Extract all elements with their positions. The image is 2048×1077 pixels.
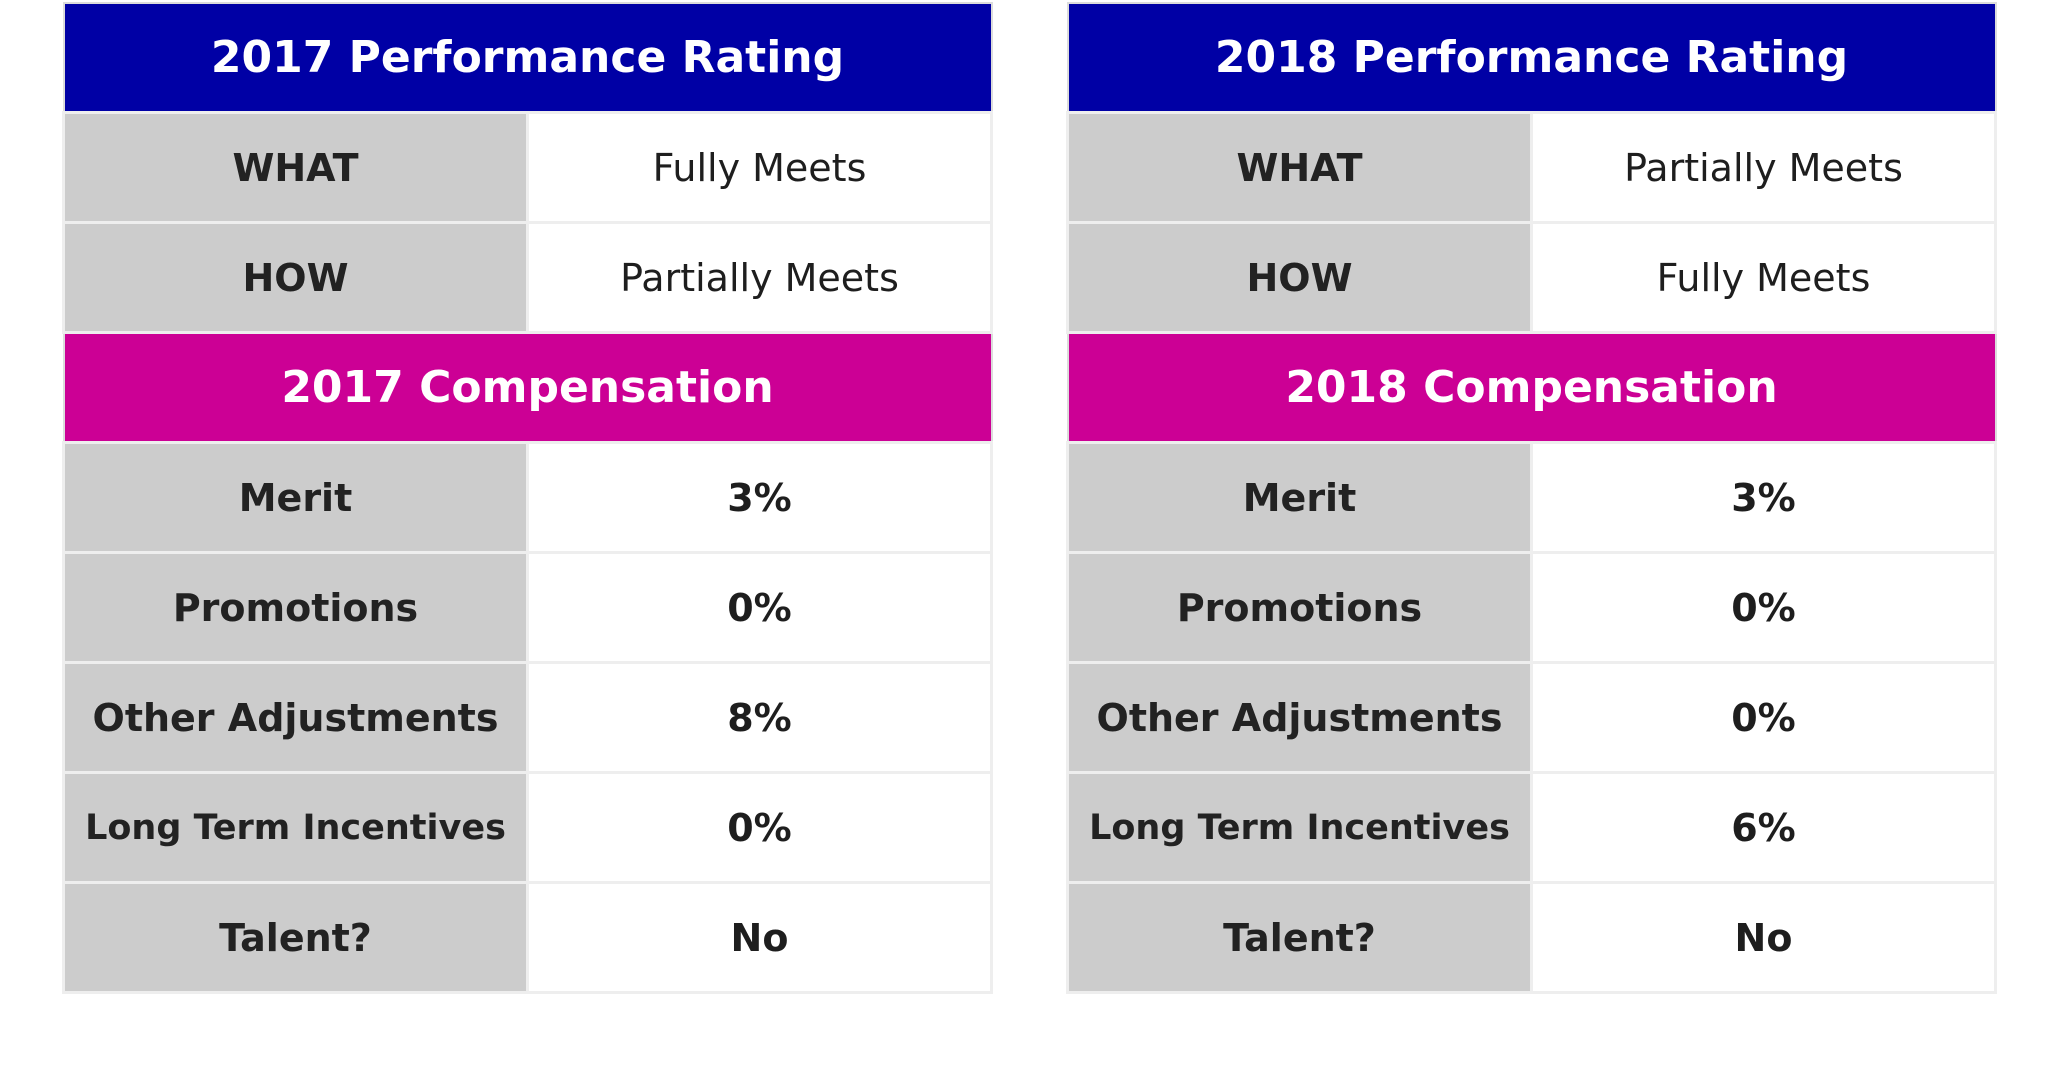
long-term-incentives-label: Long Term Incentives (1066, 771, 1533, 884)
rating-header-row: 2017 Performance Rating (63, 3, 992, 113)
what-value: Partially Meets (1530, 111, 1997, 224)
table-row: Merit 3% (62, 441, 993, 554)
table-row: Talent? No (62, 881, 993, 994)
panel-2017: 2017 Performance Rating WHAT Fully Meets… (62, 2, 993, 994)
merit-label: Merit (62, 441, 529, 554)
what-row: WHAT Partially Meets (1066, 111, 1997, 224)
merit-label: Merit (1066, 441, 1533, 554)
long-term-incentives-value: 0% (526, 771, 993, 884)
what-row: WHAT Fully Meets (62, 111, 993, 224)
promotions-label: Promotions (62, 551, 529, 664)
table-row: Promotions 0% (1066, 551, 1997, 664)
promotions-label: Promotions (1066, 551, 1533, 664)
talent-value: No (1530, 881, 1997, 994)
talent-label: Talent? (1066, 881, 1533, 994)
long-term-incentives-value: 6% (1530, 771, 1997, 884)
how-row: HOW Partially Meets (62, 221, 993, 334)
how-label: HOW (62, 221, 529, 334)
long-term-incentives-label: Long Term Incentives (62, 771, 529, 884)
compensation-title: 2018 Compensation (1067, 332, 1996, 443)
what-label: WHAT (62, 111, 529, 224)
other-adjustments-label: Other Adjustments (1066, 661, 1533, 774)
rating-title: 2018 Performance Rating (1067, 3, 1996, 113)
talent-label: Talent? (62, 881, 529, 994)
compensation-header-row: 2018 Compensation (1067, 332, 1996, 443)
compensation-header-row: 2017 Compensation (63, 332, 992, 443)
how-value: Fully Meets (1530, 221, 1997, 334)
other-adjustments-value: 8% (526, 661, 993, 774)
merit-value: 3% (1530, 441, 1997, 554)
table-row: Long Term Incentives 6% (1066, 771, 1997, 884)
table-row: Promotions 0% (62, 551, 993, 664)
table-row: Long Term Incentives 0% (62, 771, 993, 884)
table-row: Talent? No (1066, 881, 1997, 994)
how-label: HOW (1066, 221, 1533, 334)
talent-value: No (526, 881, 993, 994)
compensation-title: 2017 Compensation (63, 332, 992, 443)
promotions-value: 0% (526, 551, 993, 664)
how-row: HOW Fully Meets (1066, 221, 1997, 334)
table-row: Merit 3% (1066, 441, 1997, 554)
panel-2018: 2018 Performance Rating WHAT Partially M… (1066, 2, 1997, 994)
other-adjustments-label: Other Adjustments (62, 661, 529, 774)
other-adjustments-value: 0% (1530, 661, 1997, 774)
what-label: WHAT (1066, 111, 1533, 224)
promotions-value: 0% (1530, 551, 1997, 664)
how-value: Partially Meets (526, 221, 993, 334)
table-row: Other Adjustments 0% (1066, 661, 1997, 774)
table-row: Other Adjustments 8% (62, 661, 993, 774)
merit-value: 3% (526, 441, 993, 554)
rating-header-row: 2018 Performance Rating (1067, 3, 1996, 113)
what-value: Fully Meets (526, 111, 993, 224)
rating-title: 2017 Performance Rating (63, 3, 992, 113)
